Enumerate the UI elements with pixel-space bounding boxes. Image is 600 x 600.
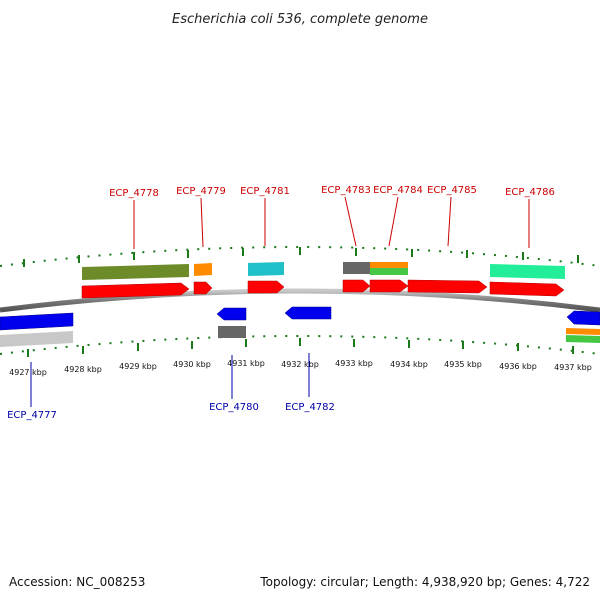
forward-gene-track [81,279,565,299]
gene-ECP_4779-outer[interactable] [194,263,212,276]
feature-right-edge-b[interactable] [566,335,600,343]
gene-label[interactable]: ECP_4784 [373,185,423,196]
gene-ECP_4785-arrow[interactable] [407,279,488,294]
leader-line [447,196,452,247]
gene-right-edge-arrow[interactable] [566,310,600,326]
ruler-tick-label: 4936 kbp [499,362,537,371]
gene-ECP_4786-arrow[interactable] [489,281,565,297]
gene-ECP_4782-arrow[interactable] [284,306,332,320]
forward-gene-labels: ECP_4778 ECP_4779 ECP_4781 ECP_4783 ECP_… [109,185,555,249]
gene-label[interactable]: ECP_4780 [209,402,259,413]
gene-ECP_4783-outer[interactable] [343,262,370,274]
leader-line [200,197,204,248]
gene-ECP_4779-arrow[interactable] [193,281,213,295]
ruler-tick-label: 4928 kbp [64,365,102,374]
gene-label[interactable]: ECP_4783 [321,185,371,196]
ruler-tick-label: 4934 kbp [390,360,428,369]
gene-label[interactable]: ECP_4777 [7,410,57,421]
gene-ECP_4777-arrow[interactable] [0,312,74,331]
forward-outer-track [82,262,565,280]
ruler-tick-label: 4932 kbp [281,360,319,369]
genome-backbone [0,288,600,313]
gene-ECP_4777-inner[interactable] [0,331,73,347]
gene-label[interactable]: ECP_4779 [176,186,226,197]
ruler-tick-label: 4931 kbp [227,359,265,368]
gene-ECP_4780-inner[interactable] [218,326,246,338]
gene-ECP_4786-outer[interactable] [490,264,565,279]
gene-label[interactable]: ECP_4781 [240,186,290,197]
feature-right-edge-a[interactable] [566,328,600,335]
gene-label[interactable]: ECP_4782 [285,402,335,413]
leader-line [344,196,357,247]
gene-ECP_4781-arrow[interactable] [247,280,285,294]
genome-summary-text: Topology: circular; Length: 4,938,920 bp… [259,575,590,589]
accession-text: Accession: NC_008253 [9,575,145,589]
gene-ECP_4784-outer-a[interactable] [370,262,408,268]
ruler-tick-label: 4929 kbp [119,362,157,371]
ruler-tick-label: 4930 kbp [173,360,211,369]
kbp-ruler: 4927 kbp 4928 kbp 4929 kbp 4930 kbp 4931… [9,247,592,377]
reverse-gene-track [0,306,600,331]
ruler-tick-label: 4933 kbp [335,359,373,368]
gene-ECP_4783-arrow[interactable] [342,279,371,293]
gene-label[interactable]: ECP_4785 [427,185,477,196]
reverse-inner-track [0,326,600,347]
gene-label[interactable]: ECP_4778 [109,188,159,199]
reverse-gene-labels: ECP_4777 ECP_4780 ECP_4782 [7,353,335,421]
ruler-tick-label: 4935 kbp [444,360,482,369]
outer-tick-ring [0,246,600,267]
gene-ECP_4784-arrow[interactable] [369,279,409,293]
ruler-tick-label: 4937 kbp [554,363,592,372]
gene-ECP_4780-arrow[interactable] [216,307,247,321]
leader-line [388,196,399,247]
gene-ECP_4781-outer[interactable] [248,262,284,276]
ruler-tick-label: 4927 kbp [9,368,47,377]
gene-ECP_4778-outer[interactable] [82,264,189,280]
map-title: Escherichia coli 536, complete genome [172,12,428,27]
gene-ECP_4778-arrow[interactable] [81,282,190,299]
gene-ECP_4784-outer-b[interactable] [370,268,408,275]
gene-label[interactable]: ECP_4786 [505,187,555,198]
